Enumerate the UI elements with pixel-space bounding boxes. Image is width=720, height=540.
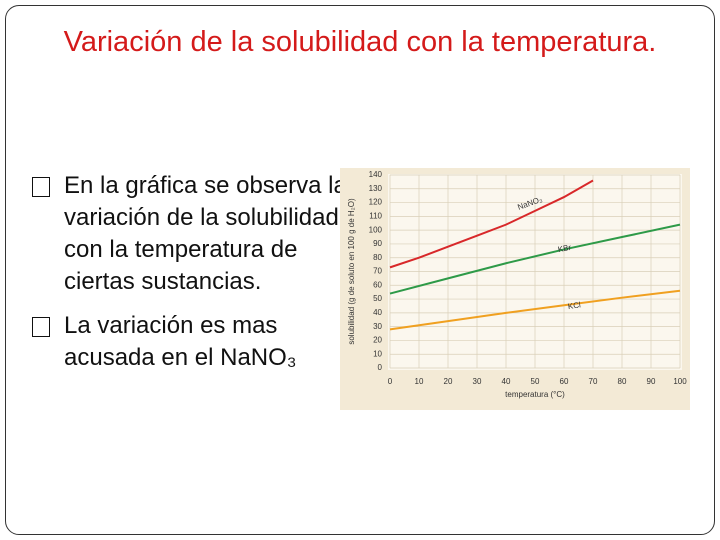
x-tick-label: 70 [589, 377, 598, 386]
x-axis-label: temperatura (°C) [505, 390, 565, 399]
y-tick-label: 100 [369, 225, 383, 234]
x-tick-label: 50 [531, 377, 540, 386]
y-tick-label: 110 [369, 211, 382, 220]
y-tick-label: 80 [373, 253, 382, 262]
series-line [389, 289, 681, 331]
x-tick-label: 20 [444, 377, 453, 386]
x-tick-label: 10 [415, 377, 424, 386]
title: Variación de la solubilidad con la tempe… [63, 26, 657, 58]
x-tick-label: 90 [647, 377, 656, 386]
bullet: En la gráfica se observa la variación de… [30, 170, 355, 298]
x-tick-label: 80 [618, 377, 627, 386]
bullets: En la gráfica se observa la variación de… [30, 170, 355, 386]
frame [5, 5, 715, 535]
x-tick-label: 30 [473, 377, 482, 386]
y-axis-label: solubilidad (g de soluto en 100 g de H₂O… [347, 198, 356, 345]
series-label: KCl [567, 300, 581, 311]
y-tick-label: 30 [373, 322, 382, 331]
series-line [389, 223, 681, 295]
x-tick-label: 100 [673, 377, 687, 386]
x-tick-label: 0 [388, 377, 393, 386]
bullet: La variación es mas acusada en el NaNO₃ [30, 310, 355, 374]
series-line [389, 179, 594, 269]
series-label: KBr [557, 243, 572, 254]
y-tick-label: 120 [369, 198, 383, 207]
x-tick-label: 40 [502, 377, 511, 386]
y-tick-label: 50 [373, 294, 382, 303]
y-tick-label: 140 [369, 170, 383, 179]
x-tick-label: 60 [560, 377, 569, 386]
y-tick-label: 130 [369, 184, 383, 193]
y-tick-label: 70 [373, 267, 382, 276]
y-tick-label: 40 [373, 308, 382, 317]
y-tick-label: 60 [373, 280, 382, 289]
y-tick-label: 0 [378, 363, 383, 372]
y-tick-label: 20 [373, 336, 382, 345]
y-tick-label: 10 [373, 349, 382, 358]
y-tick-label: 90 [373, 239, 382, 248]
